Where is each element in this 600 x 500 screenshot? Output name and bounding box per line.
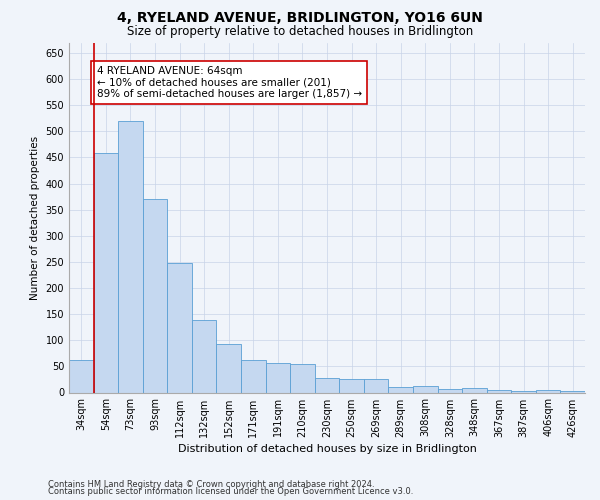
Bar	[315, 378, 339, 392]
Text: Size of property relative to detached houses in Bridlington: Size of property relative to detached ho…	[127, 25, 473, 38]
Bar	[413, 386, 437, 392]
Text: 4 RYELAND AVENUE: 64sqm
← 10% of detached houses are smaller (201)
89% of semi-d: 4 RYELAND AVENUE: 64sqm ← 10% of detache…	[97, 66, 362, 99]
Bar	[69, 360, 94, 392]
Bar	[118, 121, 143, 392]
Bar	[241, 360, 266, 392]
Bar	[536, 390, 560, 392]
Y-axis label: Number of detached properties: Number of detached properties	[30, 136, 40, 300]
Bar	[192, 320, 217, 392]
Bar	[339, 380, 364, 392]
Text: Contains public sector information licensed under the Open Government Licence v3: Contains public sector information licen…	[48, 487, 413, 496]
X-axis label: Distribution of detached houses by size in Bridlington: Distribution of detached houses by size …	[178, 444, 476, 454]
Bar	[364, 379, 388, 392]
Bar	[511, 391, 536, 392]
Bar	[290, 364, 315, 392]
Text: Contains HM Land Registry data © Crown copyright and database right 2024.: Contains HM Land Registry data © Crown c…	[48, 480, 374, 489]
Bar	[462, 388, 487, 392]
Bar	[266, 362, 290, 392]
Bar	[94, 153, 118, 392]
Bar	[388, 387, 413, 392]
Bar	[217, 344, 241, 393]
Bar	[560, 391, 585, 392]
Bar	[143, 199, 167, 392]
Bar	[167, 263, 192, 392]
Bar	[437, 390, 462, 392]
Text: 4, RYELAND AVENUE, BRIDLINGTON, YO16 6UN: 4, RYELAND AVENUE, BRIDLINGTON, YO16 6UN	[117, 12, 483, 26]
Bar	[487, 390, 511, 392]
